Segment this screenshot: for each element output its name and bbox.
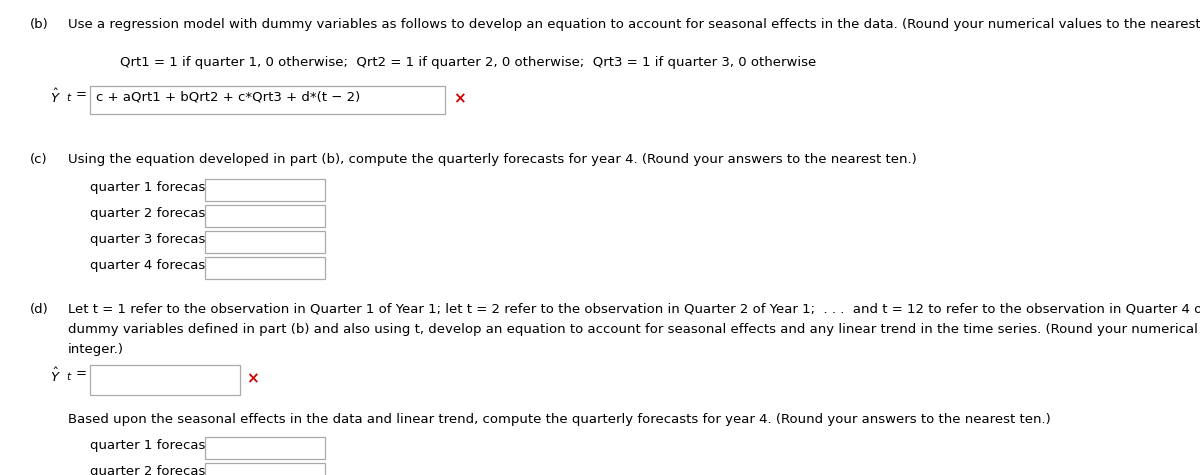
Text: Based upon the seasonal effects in the data and linear trend, compute the quarte: Based upon the seasonal effects in the d… bbox=[68, 413, 1051, 426]
Text: Using the equation developed in part (b), compute the quarterly forecasts for ye: Using the equation developed in part (b)… bbox=[68, 153, 917, 166]
Text: c + aQrt1 + bQrt2 + c*Qrt3 + d*(t − 2): c + aQrt1 + bQrt2 + c*Qrt3 + d*(t − 2) bbox=[96, 91, 360, 104]
FancyBboxPatch shape bbox=[90, 365, 240, 395]
Text: =: = bbox=[76, 367, 88, 380]
Text: $\hat{Y}$: $\hat{Y}$ bbox=[50, 367, 61, 385]
Text: ×: × bbox=[454, 91, 466, 106]
Text: Use a regression model with dummy variables as follows to develop an equation to: Use a regression model with dummy variab… bbox=[68, 18, 1200, 31]
FancyBboxPatch shape bbox=[205, 257, 325, 279]
FancyBboxPatch shape bbox=[205, 179, 325, 201]
FancyBboxPatch shape bbox=[205, 205, 325, 227]
FancyBboxPatch shape bbox=[205, 437, 325, 459]
Text: dummy variables defined in part (b) and also using t, develop an equation to acc: dummy variables defined in part (b) and … bbox=[68, 323, 1200, 336]
Text: t: t bbox=[66, 93, 70, 103]
Text: (c): (c) bbox=[30, 153, 48, 166]
Text: quarter 4 forecast: quarter 4 forecast bbox=[90, 259, 210, 272]
Text: quarter 2 forecast: quarter 2 forecast bbox=[90, 465, 211, 475]
Text: integer.): integer.) bbox=[68, 343, 124, 356]
Text: quarter 1 forecast: quarter 1 forecast bbox=[90, 439, 211, 452]
Text: t: t bbox=[66, 372, 70, 382]
Text: Let t = 1 refer to the observation in Quarter 1 of Year 1; let t = 2 refer to th: Let t = 1 refer to the observation in Qu… bbox=[68, 303, 1200, 316]
FancyBboxPatch shape bbox=[90, 86, 445, 114]
FancyBboxPatch shape bbox=[205, 231, 325, 253]
Text: =: = bbox=[76, 88, 88, 101]
Text: quarter 3 forecast: quarter 3 forecast bbox=[90, 233, 211, 246]
Text: ×: × bbox=[246, 371, 259, 386]
Text: (d): (d) bbox=[30, 303, 49, 316]
FancyBboxPatch shape bbox=[205, 463, 325, 475]
Text: (b): (b) bbox=[30, 18, 49, 31]
Text: Qrt1 = 1 if quarter 1, 0 otherwise;  Qrt2 = 1 if quarter 2, 0 otherwise;  Qrt3 =: Qrt1 = 1 if quarter 1, 0 otherwise; Qrt2… bbox=[120, 56, 816, 69]
Text: quarter 1 forecast: quarter 1 forecast bbox=[90, 181, 211, 194]
Text: quarter 2 forecast: quarter 2 forecast bbox=[90, 207, 211, 220]
Text: $\hat{Y}$: $\hat{Y}$ bbox=[50, 88, 61, 106]
